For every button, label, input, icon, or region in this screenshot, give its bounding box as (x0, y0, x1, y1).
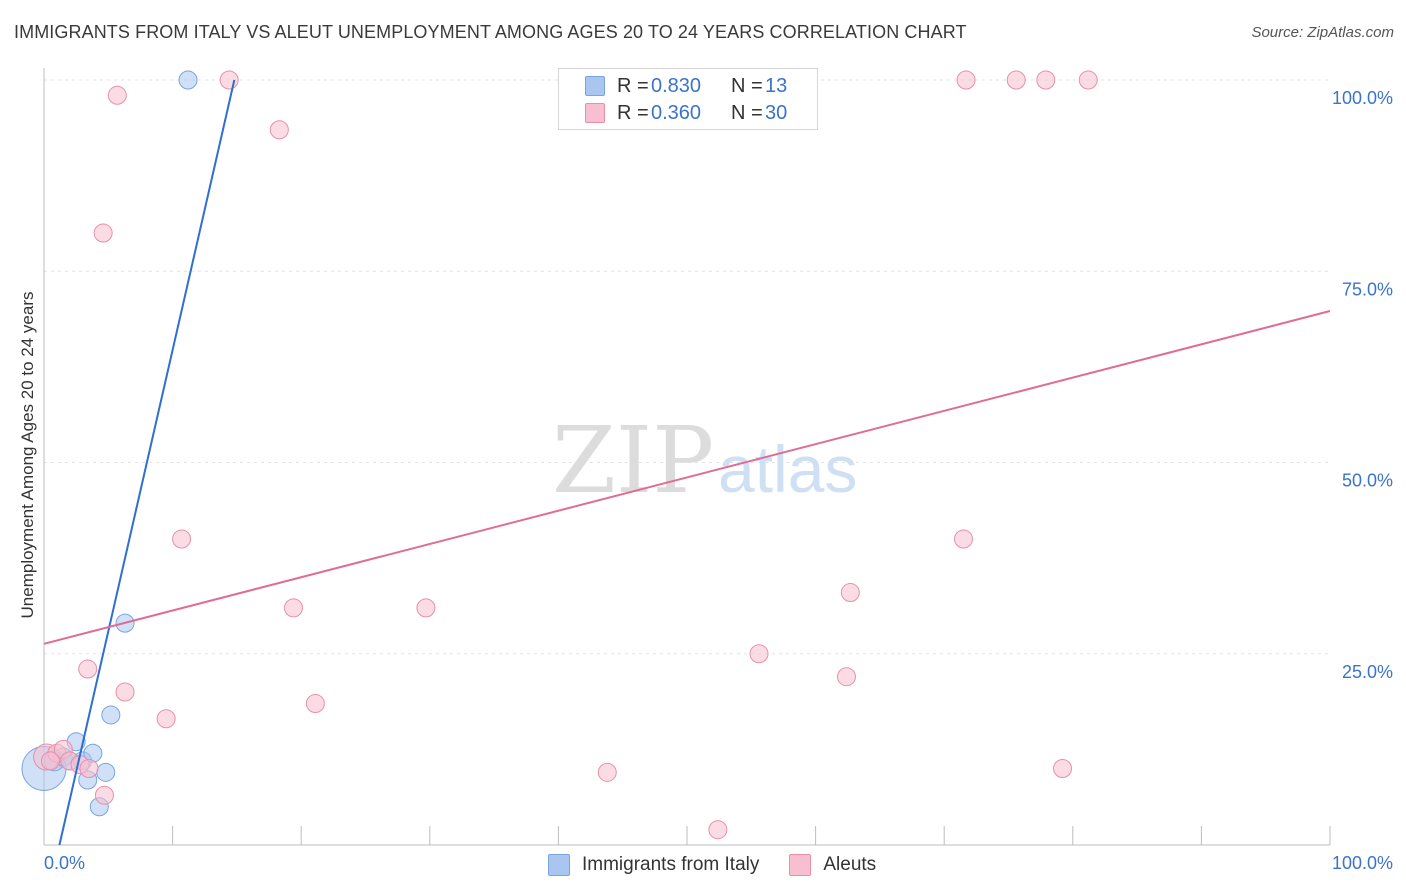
r-value: 0.830 (651, 74, 702, 97)
trendline-aleuts (43, 310, 1331, 645)
legend-item-italy[interactable]: Immigrants from Italy (548, 854, 759, 876)
data-point (956, 70, 976, 90)
data-point (96, 762, 116, 782)
data-point (40, 751, 60, 771)
data-point (107, 85, 127, 105)
trendline-italy (58, 79, 236, 846)
data-point (953, 529, 973, 549)
data-point (79, 759, 99, 778)
legend-swatch-italy (548, 854, 570, 876)
series-points (21, 70, 1098, 840)
y-tick-label: 25.0% (1342, 662, 1393, 682)
data-point (1006, 70, 1026, 90)
y-tick-label: 75.0% (1342, 279, 1393, 299)
y-tick-label: 100.0% (1332, 88, 1393, 108)
data-point (115, 682, 135, 702)
data-point (172, 529, 192, 549)
data-point (708, 820, 728, 840)
data-point (93, 223, 113, 243)
legend-label-italy: Immigrants from Italy (582, 854, 760, 875)
axes (43, 68, 1331, 846)
correlation-stats-box: R = 0.830 N = 13 R = 0.360 N = 30 (558, 68, 818, 130)
r-label: R = (617, 74, 649, 97)
stats-swatch-italy (585, 76, 605, 96)
n-label: N = (731, 74, 763, 97)
watermark-atlas: atlas (718, 432, 857, 506)
stats-swatch-aleuts (585, 103, 605, 123)
r-value: 0.360 (651, 101, 702, 124)
data-point (836, 667, 856, 687)
x-tick-label: 0.0% (44, 853, 85, 873)
chart-title: IMMIGRANTS FROM ITALY VS ALEUT UNEMPLOYM… (14, 22, 967, 42)
n-value: 30 (765, 101, 788, 124)
x-tick-label: 100.0% (1332, 853, 1393, 873)
series-italy (21, 70, 198, 817)
data-point (178, 70, 198, 90)
tick-labels: 25.0% 50.0% 75.0% 100.0% 0.0% 100.0% (44, 88, 1393, 873)
data-point (1078, 70, 1098, 90)
legend: Immigrants from Italy Aleuts (548, 852, 906, 878)
r-label: R = (617, 101, 649, 124)
legend-item-aleuts[interactable]: Aleuts (789, 854, 876, 876)
data-point (219, 70, 239, 90)
data-point (269, 120, 289, 140)
data-point (156, 709, 176, 729)
n-label: N = (731, 101, 763, 124)
gridlines (44, 79, 1330, 655)
data-point (94, 785, 114, 805)
data-point (749, 644, 769, 664)
n-value: 13 (765, 74, 788, 97)
watermark-zip: ZIP (552, 407, 714, 514)
y-tick-label: 50.0% (1342, 471, 1393, 491)
data-point (597, 762, 617, 782)
watermark: ZIP atlas (552, 407, 857, 514)
data-point (78, 659, 98, 679)
legend-label-aleuts: Aleuts (823, 854, 877, 875)
data-point (416, 598, 436, 618)
data-point (1053, 759, 1073, 778)
data-point (840, 583, 860, 603)
data-point (1036, 70, 1056, 90)
trendlines (43, 79, 1331, 846)
legend-swatch-aleuts (789, 854, 812, 876)
data-point (283, 598, 303, 618)
source-label: Source: ZipAtlas.com (1251, 24, 1394, 41)
series-aleuts (33, 70, 1098, 840)
data-point (305, 693, 325, 713)
data-point (101, 705, 121, 725)
